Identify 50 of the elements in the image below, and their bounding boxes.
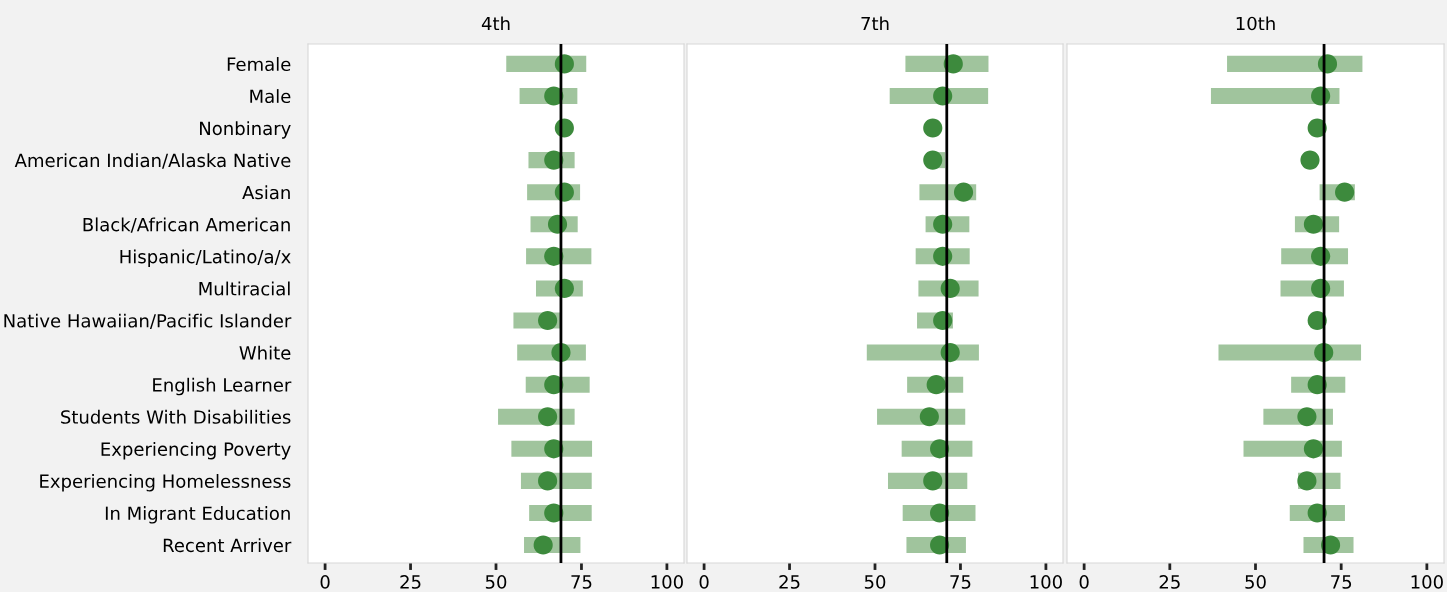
point [923, 118, 943, 138]
y-tick-label: Experiencing Poverty [101, 441, 291, 460]
point [1335, 182, 1355, 202]
y-tick-label: Black/African American [83, 217, 290, 233]
chart-title: 7th [861, 16, 889, 31]
y-tick-label: Nonbinary [200, 121, 291, 139]
x-tick-label: 75 [1331, 575, 1352, 589]
y-tick-label: Experiencing Homelessness [40, 474, 291, 492]
x-tick-label: 75 [571, 575, 592, 589]
x-tick-label: 75 [950, 575, 971, 589]
y-tick-label: Recent Arriver [163, 538, 292, 553]
x-tick-label: 25 [400, 575, 421, 589]
point [1297, 471, 1317, 491]
y-tick-label: English Learner [153, 377, 292, 396]
point [533, 535, 553, 555]
point [538, 310, 558, 331]
y-tick-label: White [239, 345, 291, 360]
point [953, 182, 974, 202]
point [1303, 439, 1323, 459]
chart-title: 10th [1236, 16, 1275, 31]
x-tick-label: 0 [1079, 575, 1089, 589]
point [538, 407, 558, 427]
chart-title: 4th [481, 16, 510, 31]
y-tick-label: In Migrant Education [105, 506, 290, 524]
y-tick-label: American Indian/Alaska Native [14, 153, 291, 169]
x-tick-label: 0 [320, 575, 330, 589]
x-tick-label: 25 [779, 575, 800, 589]
point [923, 471, 943, 491]
x-tick-label: 50 [485, 575, 507, 589]
point [926, 375, 946, 395]
y-tick-label: Native Hawaiian/Pacific Islander [4, 313, 292, 330]
x-tick-label: 100 [1030, 575, 1062, 589]
point [919, 407, 939, 427]
point [1297, 407, 1317, 427]
y-tick-label: Male [250, 89, 291, 104]
y-tick-label: Asian [242, 185, 290, 200]
y-tick-label: Female [227, 57, 291, 71]
point [923, 150, 943, 170]
y-tick-label: Students With Disabilities [61, 409, 291, 424]
point [1300, 150, 1320, 170]
x-tick-label: 50 [864, 575, 886, 589]
x-tick-label: 25 [1159, 575, 1180, 589]
x-tick-label: 100 [1411, 575, 1443, 589]
y-tick-label: Hispanic/Latino/a/x [120, 249, 291, 267]
x-tick-label: 100 [651, 575, 683, 589]
point [538, 471, 558, 491]
x-tick-label: 0 [699, 575, 709, 589]
x-tick-label: 50 [1245, 575, 1266, 589]
y-tick-label: Multiracial [199, 281, 290, 296]
point [1303, 214, 1323, 234]
